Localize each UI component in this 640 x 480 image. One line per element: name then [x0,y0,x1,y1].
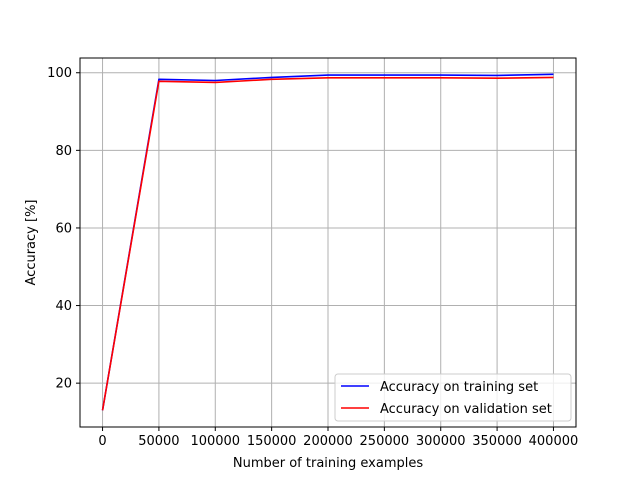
axis-ticks: 0 50000 100000 150000 200000 250000 300000 3500… [47,66,578,449]
grid [80,58,576,427]
y-axis-label: Accuracy [%] [24,200,39,286]
x-tick-label: 300000 [416,434,466,449]
x-axis-label: Number of training examples [233,456,423,471]
x-tick-label: 0 [98,434,106,449]
series-line-1 [101,76,554,411]
x-tick-label: 200000 [303,434,353,449]
x-tick-label: 150000 [247,434,297,449]
y-tick-label: 80 [55,144,72,159]
series-line-0 [101,73,554,411]
y-tick-label: 100 [47,66,72,81]
legend-label-validation: Accuracy on validation set [380,402,552,417]
legend-label-training: Accuracy on training set [380,380,538,395]
y-tick-label: 20 [55,377,72,392]
x-tick-label: 100000 [190,434,240,449]
legend-box [334,373,572,422]
x-tick-label: 50000 [138,434,179,449]
x-tick-label: 250000 [360,434,410,449]
legend: Accuracy on training set Accuracy on val… [334,373,572,422]
x-tick-label: 400000 [529,434,579,449]
y-tick-label: 40 [55,299,72,314]
x-tick-label: 350000 [472,434,522,449]
series-lines [101,73,554,411]
y-tick-label: 60 [55,221,72,236]
